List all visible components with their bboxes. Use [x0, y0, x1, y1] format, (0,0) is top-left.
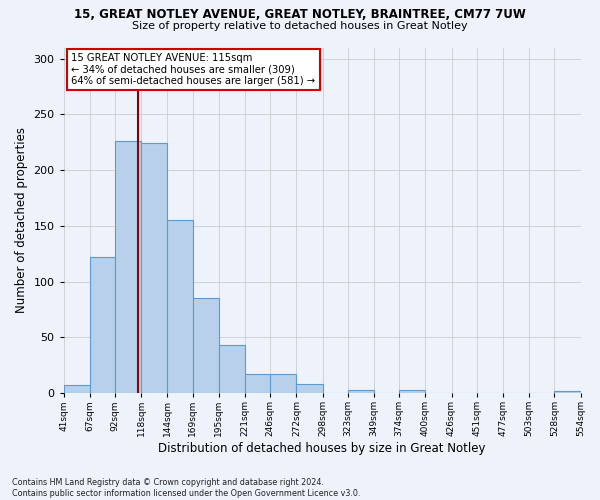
Text: Contains HM Land Registry data © Crown copyright and database right 2024.
Contai: Contains HM Land Registry data © Crown c… — [12, 478, 361, 498]
Bar — [399, 390, 425, 393]
Bar — [141, 144, 167, 393]
Bar — [554, 391, 581, 393]
Y-axis label: Number of detached properties: Number of detached properties — [15, 128, 28, 314]
Text: 15 GREAT NOTLEY AVENUE: 115sqm
← 34% of detached houses are smaller (309)
64% of: 15 GREAT NOTLEY AVENUE: 115sqm ← 34% of … — [71, 52, 316, 86]
Bar — [245, 374, 270, 393]
Bar — [219, 345, 245, 393]
Bar — [193, 298, 219, 393]
Bar — [348, 390, 374, 393]
Bar — [90, 257, 115, 393]
Bar — [270, 374, 296, 393]
X-axis label: Distribution of detached houses by size in Great Notley: Distribution of detached houses by size … — [158, 442, 486, 455]
Bar — [64, 386, 90, 393]
Bar — [296, 384, 323, 393]
Text: 15, GREAT NOTLEY AVENUE, GREAT NOTLEY, BRAINTREE, CM77 7UW: 15, GREAT NOTLEY AVENUE, GREAT NOTLEY, B… — [74, 8, 526, 20]
Text: Size of property relative to detached houses in Great Notley: Size of property relative to detached ho… — [132, 21, 468, 31]
Bar — [115, 141, 141, 393]
Bar — [167, 220, 193, 393]
